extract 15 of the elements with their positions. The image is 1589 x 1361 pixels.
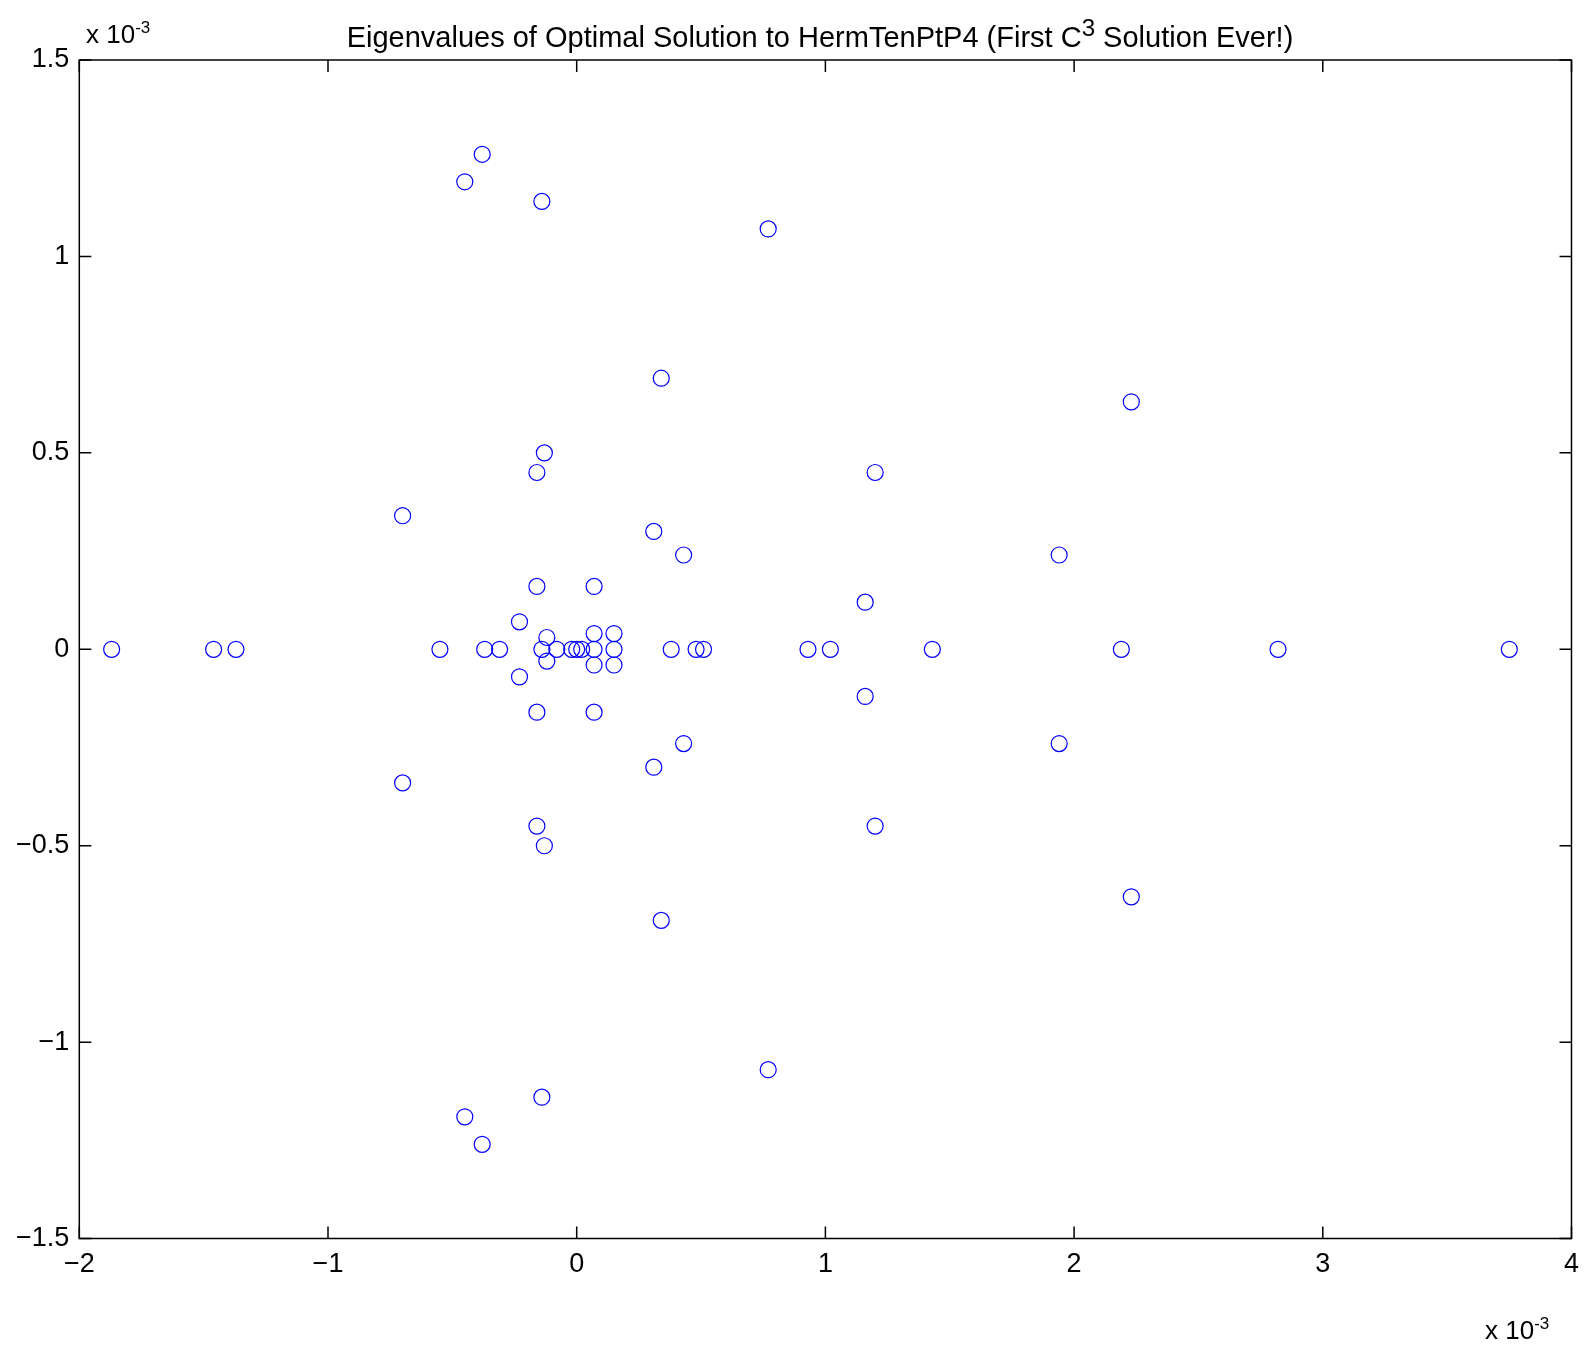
text: x 10$^{-3}$: [1485, 1314, 1550, 1346]
x-tick-label: 3: [1315, 1248, 1331, 1279]
x-tick-label: 2: [1066, 1248, 1082, 1279]
y-tick-label: 0: [54, 632, 70, 663]
x-tick-label: 1: [817, 1248, 833, 1279]
y-tick-label: −0.5: [15, 829, 70, 860]
y-tick-label: 0.5: [31, 436, 70, 467]
text: x 10$^{-3}$: [86, 18, 151, 50]
chart-title: Eigenvalues of Optimal Solution to HermTenPtP4 (First C$^{3}$ Solution Ever!): [346, 14, 1294, 53]
y-tick-label: 1: [54, 239, 70, 270]
y-tick-label: −1: [38, 1025, 70, 1056]
x-tick-label: 4: [1563, 1248, 1580, 1279]
x-tick-label: 0: [569, 1248, 585, 1279]
x-tick-label: −1: [312, 1248, 344, 1279]
y-tick-label: 1.5: [31, 43, 70, 74]
